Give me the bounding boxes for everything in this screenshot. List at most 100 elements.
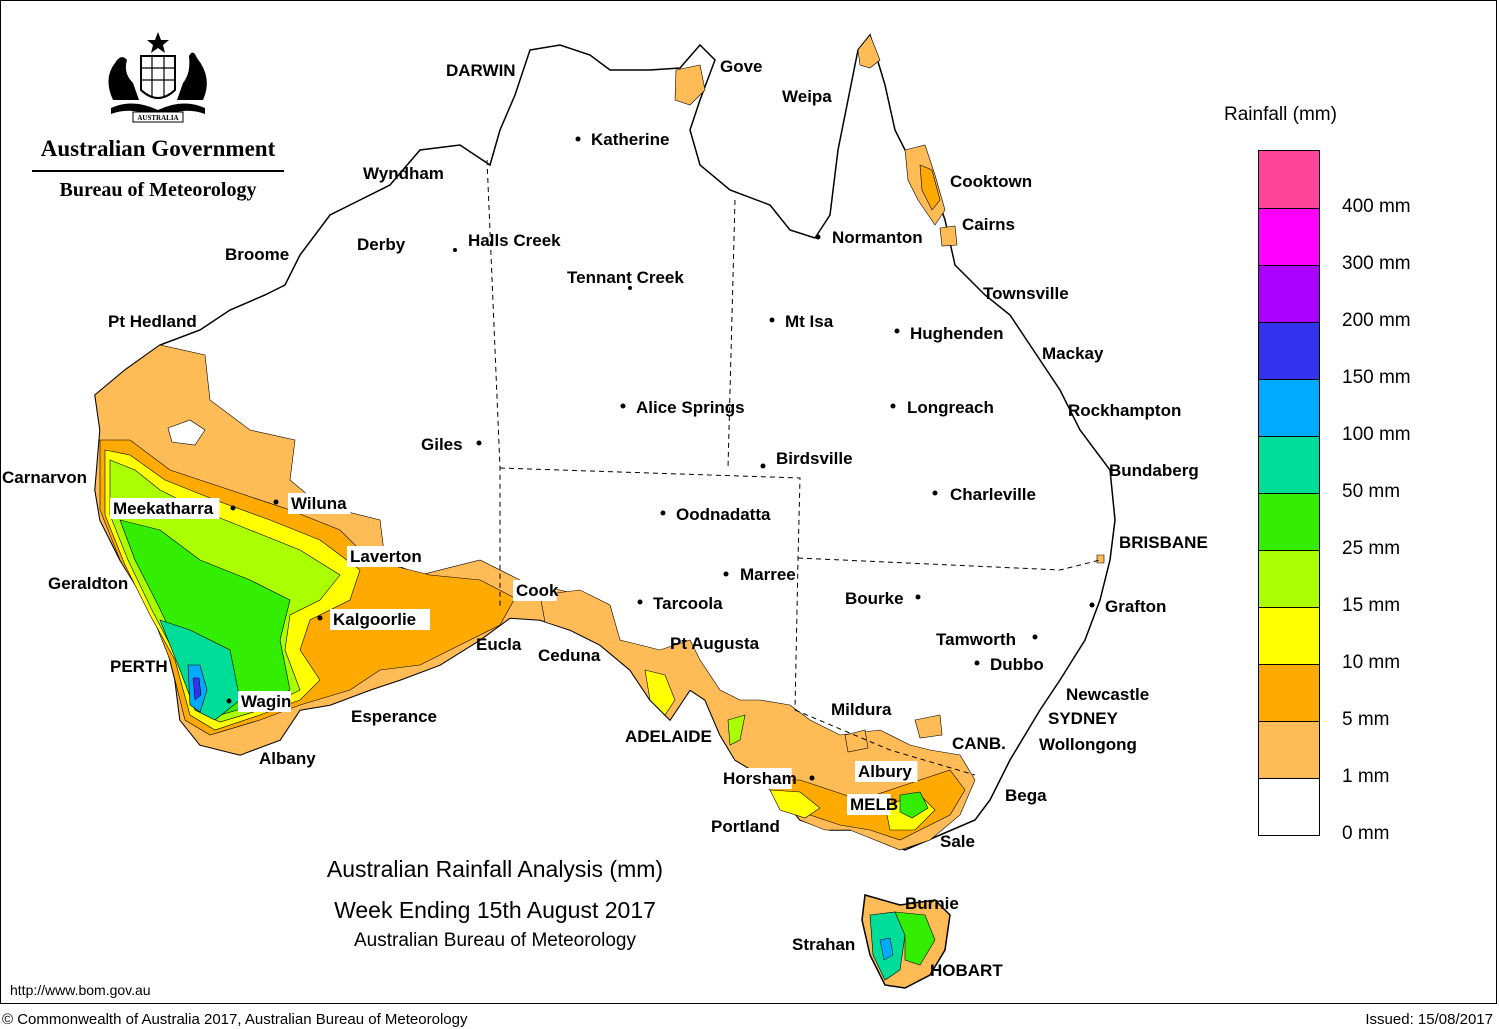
place-label: Weipa (782, 87, 832, 106)
legend-swatch (1259, 322, 1319, 379)
legend-swatch (1259, 664, 1319, 721)
place-label: Mildura (831, 700, 892, 719)
state-borders (486, 159, 1101, 776)
agency-divider (32, 170, 284, 172)
legend-label: 10 mm (1342, 652, 1401, 673)
legend-swatch (1259, 379, 1319, 436)
legend-label: 1 mm (1342, 766, 1390, 787)
legend-label: 200 mm (1342, 310, 1411, 331)
legend-label: 25 mm (1342, 538, 1401, 559)
place-label: Gove (720, 57, 763, 76)
place-label-background (347, 546, 429, 567)
footer-copyright: © Commonwealth of Australia 2017, Austra… (2, 1011, 468, 1028)
gove-rain (674, 64, 706, 106)
map-title: Australian Rainfall Analysis (mm) (326, 856, 664, 882)
legend-label: 50 mm (1342, 481, 1401, 502)
place-label-background (720, 768, 792, 789)
place-label: Oodnadatta (676, 505, 771, 524)
legend-label: 150 mm (1342, 367, 1411, 388)
legend-swatch (1259, 493, 1319, 550)
sa-rain-10mm (644, 669, 676, 716)
place-label: Newcastle (1066, 685, 1149, 704)
place-label: Dubbo (990, 655, 1044, 674)
wa-rain-150mm (192, 677, 202, 701)
place-label: Katherine (591, 130, 669, 149)
place-label: Normanton (832, 228, 923, 247)
legend-label: 300 mm (1342, 253, 1411, 274)
place-label: Derby (357, 235, 406, 254)
place-label: Charleville (950, 485, 1036, 504)
place-label: Rockhampton (1068, 401, 1181, 420)
place-label: MELB (850, 795, 898, 814)
place-label-background (513, 580, 557, 601)
place-label: HOBART (930, 961, 1003, 980)
place-label: Cook (516, 581, 559, 600)
place-label: Meekatharra (113, 499, 214, 518)
place-label: Hughenden (910, 324, 1004, 343)
place-label: Laverton (350, 547, 422, 566)
agency-bureau-name: Bureau of Meteorology (59, 179, 257, 201)
place-label: Ceduna (538, 646, 601, 665)
cape-york-rain (857, 34, 881, 69)
place-label: Townsville (983, 284, 1069, 303)
place-label: DARWIN (446, 61, 516, 80)
place-label: Albany (259, 749, 316, 768)
sa-rain-1mm (539, 589, 976, 851)
coat-of-arms-icon: AUSTRALIA (108, 32, 207, 123)
place-label: Kalgoorlie (333, 610, 416, 629)
footer-url: http://www.bom.gov.au (10, 982, 151, 998)
legend-label: 5 mm (1342, 709, 1390, 730)
place-label: Wollongong (1039, 735, 1137, 754)
place-label-background (110, 498, 220, 519)
rainfall-map: DARWIN Gove Weipa Katherine Wyndham Cooktown C… (2, 33, 1208, 989)
place-label: Geraldton (48, 574, 128, 593)
legend-label: 15 mm (1342, 595, 1401, 616)
place-label: Broome (225, 245, 289, 264)
crest-scroll-text: AUSTRALIA (137, 114, 178, 122)
place-label-background (288, 493, 351, 514)
legend-swatch (1259, 721, 1319, 778)
place-label: Portland (711, 817, 780, 836)
legend-label: 100 mm (1342, 424, 1411, 445)
place-label: Marree (740, 565, 796, 584)
place-label-background (622, 726, 704, 747)
legend-swatch (1259, 265, 1319, 322)
place-label-background (330, 609, 430, 630)
place-label: Alice Springs (636, 398, 745, 417)
place-label: CANB. (952, 734, 1006, 753)
place-label: Tamworth (936, 630, 1016, 649)
legend-swatch (1259, 208, 1319, 265)
legend-swatch (1259, 550, 1319, 607)
tasmania-green (894, 911, 936, 966)
place-label: Bega (1005, 786, 1047, 805)
place-label: Carnarvon (2, 468, 87, 487)
legend-label: 400 mm (1342, 196, 1411, 217)
place-label: Giles (421, 435, 463, 454)
place-label: Horsham (723, 769, 797, 788)
place-label: Cooktown (950, 172, 1032, 191)
place-label: SYDNEY (1048, 709, 1119, 728)
agency-logo: AUSTRALIA Australian Government Bureau o… (18, 28, 298, 208)
legend-swatch (1259, 151, 1319, 208)
footer-issued-date: Issued: 15/08/2017 (1365, 1011, 1493, 1028)
legend-swatch (1259, 778, 1319, 835)
place-label: Halls Creek (468, 231, 561, 250)
legend-label-bottom: 0 mm (1342, 823, 1390, 844)
brisbane-spot (1096, 554, 1105, 564)
place-label: Tennant Creek (567, 268, 684, 287)
place-label: Mt Isa (785, 312, 834, 331)
place-label: Wagin (241, 692, 291, 711)
place-label: Sale (940, 832, 975, 851)
place-label: Mackay (1042, 344, 1104, 363)
place-label-background (847, 794, 891, 815)
place-label: Grafton (1105, 597, 1166, 616)
place-label: Wyndham (363, 164, 444, 183)
wa-dry-hole (167, 419, 206, 446)
legend-swatch (1259, 436, 1319, 493)
nsw-spot (844, 714, 943, 753)
place-label: Burnie (905, 894, 959, 913)
place-label: Bundaberg (1109, 461, 1199, 480)
place-label: Strahan (792, 935, 855, 954)
agency-government-name: Australian Government (40, 136, 276, 161)
sa-rain-25mm (727, 714, 746, 746)
